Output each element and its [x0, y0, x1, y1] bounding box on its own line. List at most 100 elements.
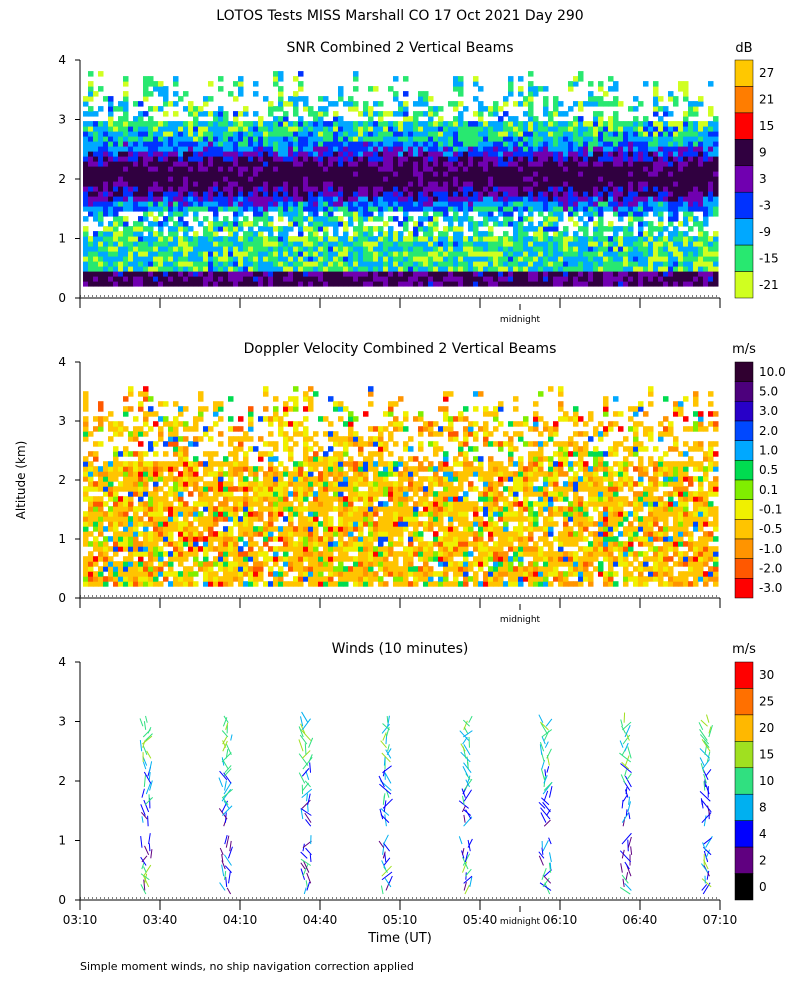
heat-cell — [213, 281, 219, 287]
heat-cell — [663, 226, 669, 232]
heat-cell — [263, 121, 269, 127]
heat-cell — [123, 506, 129, 512]
heat-cell — [228, 181, 234, 187]
heat-cell — [133, 541, 139, 547]
heat-cell — [443, 266, 449, 272]
heat-cell — [478, 251, 484, 257]
heat-cell — [533, 276, 539, 282]
heat-cell — [133, 416, 139, 422]
heat-cell — [193, 176, 199, 182]
heat-cell — [543, 111, 549, 117]
heat-cell — [413, 146, 419, 152]
heat-cell — [108, 156, 114, 162]
heat-cell — [643, 221, 649, 227]
heat-cell — [603, 246, 609, 252]
heat-cell — [98, 126, 104, 132]
heat-cell — [88, 166, 94, 172]
heat-cell — [358, 226, 364, 232]
heat-cell — [233, 236, 239, 242]
heat-cell — [168, 171, 174, 177]
heat-cell — [693, 156, 699, 162]
heat-cell — [573, 261, 579, 267]
heat-cell — [293, 221, 299, 227]
heat-cell — [668, 136, 674, 142]
heat-cell — [448, 206, 454, 212]
heat-cell — [628, 261, 634, 267]
heat-cell — [468, 216, 474, 222]
heat-cell — [688, 181, 694, 187]
heat-cell — [143, 126, 149, 132]
heat-cell — [508, 116, 514, 122]
heat-cell — [248, 271, 254, 277]
heat-cell — [668, 156, 674, 162]
heat-cell — [258, 176, 264, 182]
heat-cell — [258, 166, 264, 172]
heat-cell — [138, 216, 144, 222]
heat-cell — [353, 281, 359, 287]
heat-cell — [443, 196, 449, 202]
heat-cell — [263, 126, 269, 132]
heat-cell — [148, 411, 154, 417]
heat-cell — [378, 256, 384, 262]
heat-cell — [373, 256, 379, 262]
heat-cell — [468, 146, 474, 152]
heat-cell — [248, 176, 254, 182]
heat-cell — [598, 231, 604, 237]
heat-cell — [83, 571, 89, 577]
heat-cell — [673, 101, 679, 107]
heat-cell — [548, 216, 554, 222]
heat-cell — [178, 446, 184, 452]
heat-cell — [508, 76, 514, 82]
heat-cell — [263, 246, 269, 252]
heat-cell — [178, 196, 184, 202]
heat-cell — [323, 106, 329, 112]
heat-cell — [563, 281, 569, 287]
heat-cell — [123, 251, 129, 257]
heat-cell — [118, 186, 124, 192]
heat-cell — [553, 221, 559, 227]
heat-cell — [398, 256, 404, 262]
heat-cell — [83, 241, 89, 247]
heat-cell — [378, 261, 384, 267]
heat-cell — [273, 81, 279, 87]
heat-cell — [93, 261, 99, 267]
heat-cell — [553, 146, 559, 152]
heat-cell — [198, 486, 204, 492]
heat-cell — [548, 186, 554, 192]
heat-cell — [688, 106, 694, 112]
heat-cell — [133, 426, 139, 432]
heat-cell — [413, 266, 419, 272]
heat-cell — [308, 261, 314, 267]
heat-cell — [268, 231, 274, 237]
heat-cell — [233, 226, 239, 232]
heat-cell — [533, 86, 539, 92]
heat-cell — [158, 471, 164, 477]
heat-cell — [593, 121, 599, 127]
heat-cell — [713, 166, 719, 172]
heat-cell — [158, 86, 164, 92]
heat-cell — [428, 171, 434, 177]
heat-cell — [598, 81, 604, 87]
heat-cell — [573, 241, 579, 247]
heat-cell — [128, 501, 134, 507]
heat-cell — [253, 181, 259, 187]
heat-cell — [468, 121, 474, 127]
heat-cell — [158, 546, 164, 552]
heat-cell — [498, 176, 504, 182]
heat-cell — [138, 266, 144, 272]
heat-cell — [473, 141, 479, 147]
heat-cell — [168, 246, 174, 252]
heat-cell — [93, 276, 99, 282]
heat-cell — [593, 231, 599, 237]
heat-cell — [493, 121, 499, 127]
heat-cell — [598, 166, 604, 172]
heat-cell — [563, 256, 569, 262]
heat-cell — [173, 421, 179, 427]
heat-cell — [173, 131, 179, 137]
heat-cell — [313, 221, 319, 227]
heat-cell — [328, 176, 334, 182]
heat-cell — [228, 206, 234, 212]
heat-cell — [378, 246, 384, 252]
heat-cell — [168, 491, 174, 497]
heat-cell — [448, 221, 454, 227]
